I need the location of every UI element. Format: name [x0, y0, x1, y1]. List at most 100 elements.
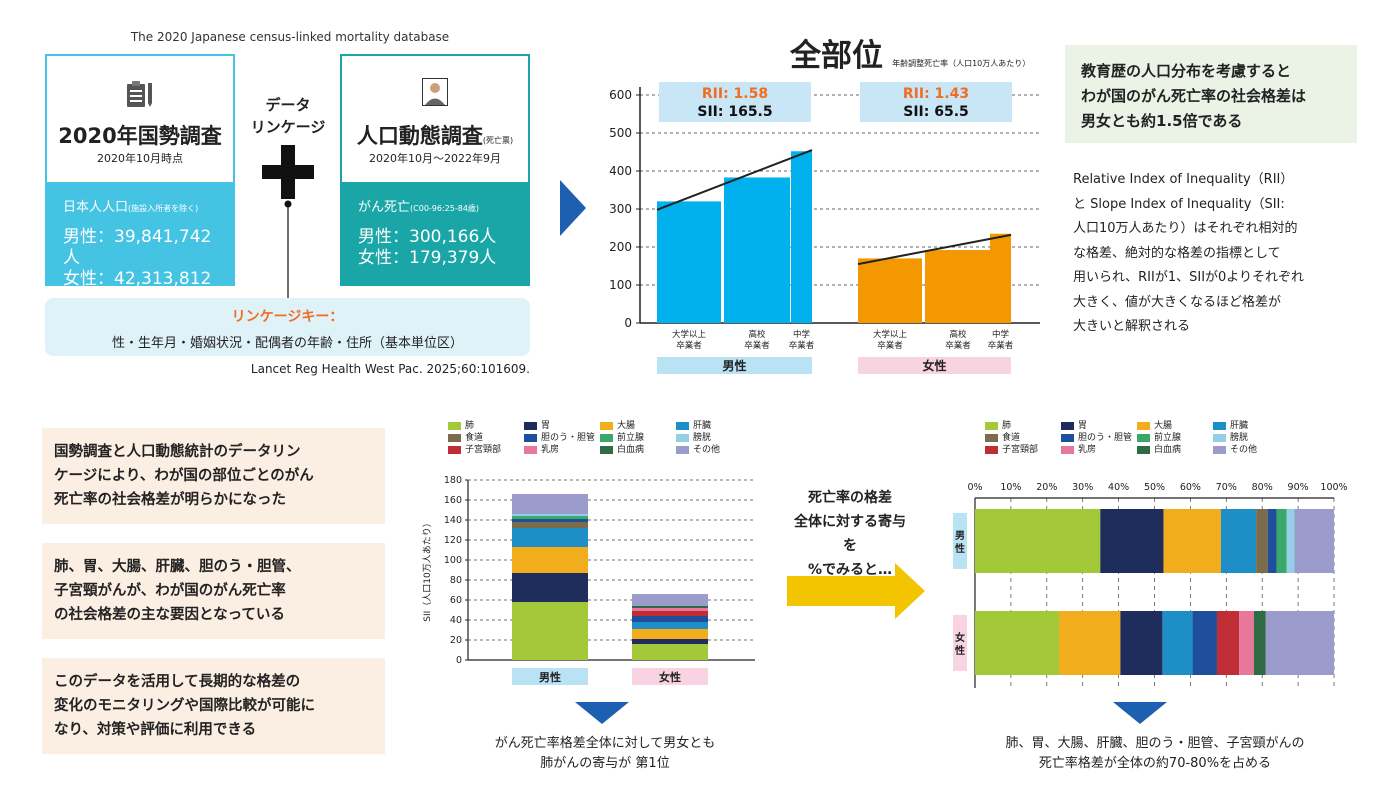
bar — [724, 177, 790, 323]
x-tick-label: 100% — [1320, 482, 1347, 493]
legend-item: 前立腺 — [1137, 430, 1181, 443]
summary-line: 教育歴の人口分布を考慮すると — [1081, 62, 1292, 80]
legend-item: 胆のう・胆管 — [1061, 430, 1132, 443]
bar-segment — [975, 611, 1060, 675]
legend-label: 乳房 — [1078, 445, 1097, 455]
y-tick-label: 20 — [450, 635, 462, 646]
rii-line: 大きく、値が大きくなるほど格差が — [1073, 294, 1282, 310]
legend-swatch — [1137, 433, 1150, 442]
legend-label: 食道 — [465, 433, 484, 443]
pct-chart-legend: 肺 胃 大腸 肝臓 食道 胆のう・胆管 前立腺 膀胱 子宮頸部 乳房 白血病 その他 — [985, 418, 1315, 458]
summary-box: 教育歴の人口分布を考慮すると わが国のがん死亡率の社会格差は 男女とも約1.5倍… — [1065, 45, 1357, 143]
linkage-key-value: 性・生年月・婚姻状況・配偶者の年齢・住所（基本単位区） — [111, 336, 463, 351]
row-band — [953, 615, 967, 671]
sii-value: SII: 65.5 — [903, 104, 969, 120]
row-label: 男 — [955, 530, 965, 542]
legend-label: 前立腺 — [1154, 433, 1182, 443]
bar-segment — [1267, 509, 1277, 573]
census-population: 日本人人口(施設入所者を除く) 男性：39,841,742人 女性：42,313… — [45, 182, 235, 310]
bar — [990, 233, 1011, 323]
legend-label: その他 — [693, 445, 721, 455]
bar-segment — [1220, 509, 1257, 573]
note-box-3: このデータを活用して長期的な格差の 変化のモニタリングや国際比較が可能に なり、… — [42, 658, 385, 754]
bar — [925, 250, 991, 323]
bar-segment — [512, 602, 588, 660]
legend-swatch — [985, 421, 998, 430]
contribution-line: 全体に対する寄与を — [794, 514, 906, 554]
bar-segment — [1253, 611, 1266, 675]
rii-line: と Slope Index of Inequality（SII: — [1073, 196, 1285, 212]
legend-label: その他 — [1230, 445, 1258, 455]
row-band — [953, 513, 967, 569]
census-box: 2020年国勢調査 2020年10月時点 日本人人口(施設入所者を除く) 男性：… — [45, 54, 235, 310]
legend-label: 乳房 — [541, 445, 560, 455]
bar-segment — [512, 514, 588, 516]
legend-item: 子宮頸部 — [448, 442, 501, 455]
y-axis-label: SII（人口10万人あたり） — [422, 518, 433, 621]
bar-segment — [1265, 611, 1334, 675]
group-label: 女性 — [922, 358, 946, 373]
rii-box — [659, 82, 811, 122]
note-line: このデータを活用して長期的な格差の — [54, 674, 301, 690]
x-tick-label: 卒業者 — [988, 340, 1014, 351]
legend-item: 子宮頸部 — [985, 442, 1038, 455]
note-line: ケージにより、わが国の部位ごとのがん — [54, 468, 314, 484]
trend-line — [857, 233, 1012, 266]
summary-line: 男女とも約1.5倍である — [1081, 112, 1243, 130]
vital-female: 女性：179,379人 — [358, 248, 497, 268]
bar-segment — [1216, 611, 1240, 675]
x-tick-label: 70% — [1216, 482, 1237, 493]
legend-item: 膀胱 — [676, 430, 711, 443]
legend-item: 肝臓 — [676, 418, 711, 431]
legend-label: 膀胱 — [1230, 433, 1249, 443]
legend-label: 前立腺 — [617, 433, 645, 443]
bar-segment — [1192, 611, 1217, 675]
chart1-subtitle: 年齢調整死亡率（人口10万人あたり） — [892, 59, 1031, 68]
bar-segment — [632, 639, 708, 644]
bar-segment — [512, 573, 588, 602]
note-box-2: 肺、胃、大腸、肝臓、胆のう・胆管、 子宮頸がんが、わが国のがん死亡率 の社会格差… — [42, 543, 385, 639]
y-tick-label: 200 — [609, 240, 632, 254]
database-title: The 2020 Japanese census-linked mortalit… — [130, 30, 450, 44]
legend-item: 乳房 — [1061, 442, 1096, 455]
legend-item: 食道 — [448, 430, 483, 443]
census-pop-note: (施設入所者を除く) — [128, 204, 199, 213]
x-tick-label: 卒業者 — [877, 340, 903, 351]
census-pop-label: 日本人人口 — [63, 200, 129, 215]
vital-period: 2020年10月～2022年9月 — [369, 152, 501, 165]
x-tick-label: 中学 — [793, 329, 811, 340]
x-tick-label: 10% — [1000, 482, 1021, 493]
legend-item: その他 — [676, 442, 720, 455]
x-tick-label: 90% — [1288, 482, 1309, 493]
legend-swatch — [448, 421, 461, 430]
legend-swatch — [676, 433, 689, 442]
legend-item: 大腸 — [600, 418, 635, 431]
bar-segment — [632, 608, 708, 611]
legend-item: 胆のう・胆管 — [524, 430, 595, 443]
bar-segment — [512, 516, 588, 519]
legend-label: 白血病 — [1154, 445, 1182, 455]
legend-swatch — [985, 433, 998, 442]
y-tick-label: 300 — [609, 202, 632, 216]
chart1-title: 全部位 年齢調整死亡率（人口10万人あたり） — [790, 30, 1030, 75]
y-tick-label: 160 — [444, 495, 462, 506]
citation: Lancet Reg Health West Pac. 2025;60:1016… — [250, 362, 530, 376]
legend-item: 前立腺 — [600, 430, 644, 443]
row-label: 女 — [955, 631, 965, 644]
linkage-connector — [284, 200, 292, 300]
bar-segment — [512, 528, 588, 547]
x-tick-label: 20% — [1036, 482, 1057, 493]
y-tick-label: 80 — [450, 575, 462, 586]
legend-label: 白血病 — [617, 445, 645, 455]
category-band — [632, 668, 708, 685]
legend-label: 大腸 — [1154, 421, 1173, 431]
x-tick-label: 高校 — [949, 329, 967, 340]
bar-segment — [1286, 509, 1295, 573]
legend-swatch — [524, 445, 537, 454]
note-line: 肺、胃、大腸、肝臓、胆のう・胆管、 — [54, 559, 301, 575]
legend-item: 膀胱 — [1213, 430, 1248, 443]
caption-line: 肺がんの寄与が 第1位 — [540, 756, 670, 771]
caption-line: 死亡率格差が全体の約70-80%を占める — [1038, 756, 1272, 771]
bar — [858, 258, 922, 323]
rii-line: 大きいと解釈される — [1073, 319, 1191, 334]
